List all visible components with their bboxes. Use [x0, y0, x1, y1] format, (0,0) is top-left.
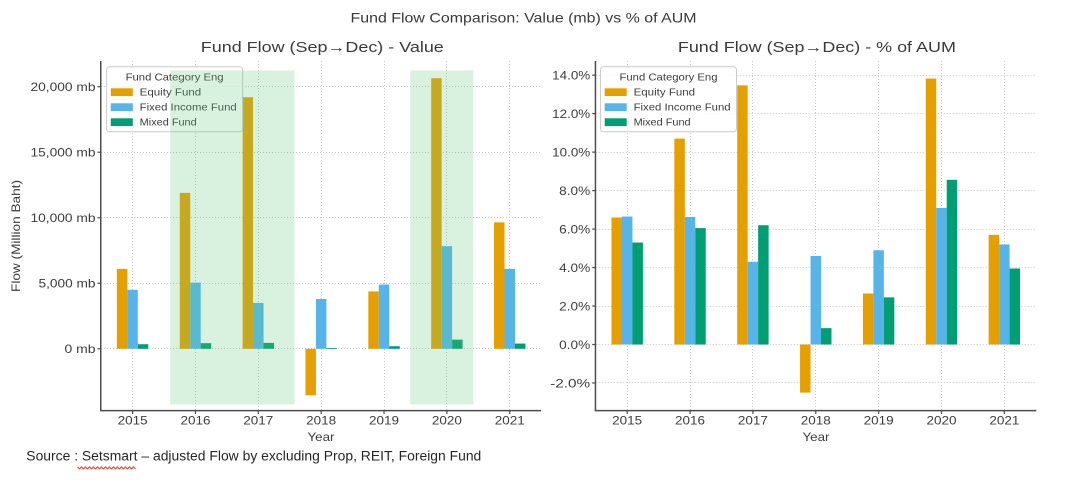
svg-text:20,000 mb: 20,000 mb — [31, 80, 96, 94]
svg-text:-2.0%: -2.0% — [550, 376, 590, 390]
svg-text:Mixed Fund: Mixed Fund — [140, 117, 197, 129]
svg-text:2018: 2018 — [801, 413, 831, 427]
svg-text:2020: 2020 — [926, 413, 956, 427]
svg-text:Flow (Million Baht): Flow (Million Baht) — [9, 180, 23, 292]
svg-text:Fund Category Eng: Fund Category Eng — [620, 72, 718, 84]
svg-text:2020: 2020 — [432, 413, 462, 427]
svg-text:2019: 2019 — [369, 413, 399, 427]
svg-text:Fixed Income Fund: Fixed Income Fund — [634, 102, 731, 114]
svg-text:2017: 2017 — [243, 413, 273, 427]
svg-text:Mixed Fund: Mixed Fund — [634, 117, 691, 129]
svg-text:Fund Flow (Sep→Dec) - % of AUM: Fund Flow (Sep→Dec) - % of AUM — [678, 39, 956, 56]
svg-text:2.0%: 2.0% — [559, 299, 590, 313]
svg-text:15,000 mb: 15,000 mb — [31, 146, 96, 160]
svg-text:Fund Category Eng: Fund Category Eng — [126, 72, 224, 84]
svg-text:2016: 2016 — [180, 413, 210, 427]
svg-text:10.0%: 10.0% — [552, 145, 590, 159]
svg-text:Equity Fund: Equity Fund — [634, 87, 696, 99]
svg-text:Fund Flow (Sep→Dec) - Value: Fund Flow (Sep→Dec) - Value — [201, 39, 444, 56]
svg-text:5,000 mb: 5,000 mb — [39, 277, 96, 291]
svg-text:2021: 2021 — [989, 413, 1019, 427]
svg-text:2021: 2021 — [495, 413, 525, 427]
svg-text:12.0%: 12.0% — [552, 107, 590, 121]
svg-text:Fixed Income Fund: Fixed Income Fund — [140, 102, 237, 114]
svg-text:2016: 2016 — [675, 413, 705, 427]
svg-text:Year: Year — [803, 430, 830, 444]
svg-text:2017: 2017 — [738, 413, 768, 427]
svg-text:2019: 2019 — [864, 413, 894, 427]
svg-text:Year: Year — [308, 430, 335, 444]
svg-text:0.0%: 0.0% — [559, 338, 590, 352]
svg-text:2015: 2015 — [118, 413, 148, 427]
svg-text:Equity Fund: Equity Fund — [140, 87, 202, 99]
svg-text:Fund Flow Comparison: Value (m: Fund Flow Comparison: Value (mb) vs % of… — [351, 10, 697, 26]
svg-text:6.0%: 6.0% — [559, 222, 590, 236]
svg-text:2015: 2015 — [612, 413, 642, 427]
svg-text:14.0%: 14.0% — [552, 68, 590, 82]
svg-text:2018: 2018 — [306, 413, 336, 427]
svg-text:8.0%: 8.0% — [559, 184, 590, 198]
svg-text:Source : Setsmart – adjusted F: Source : Setsmart – adjusted Flow by exc… — [26, 449, 481, 464]
svg-text:0 mb: 0 mb — [65, 342, 96, 356]
svg-text:4.0%: 4.0% — [559, 261, 590, 275]
svg-text:10,000 mb: 10,000 mb — [31, 211, 96, 225]
